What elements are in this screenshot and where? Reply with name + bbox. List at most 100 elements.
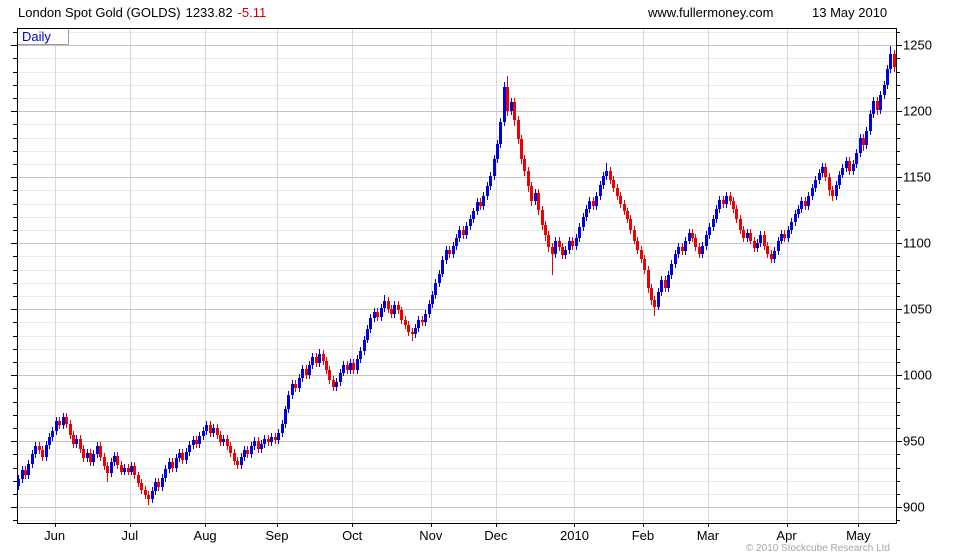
candle-body <box>780 234 783 241</box>
candle-body <box>270 437 273 442</box>
plot-border <box>17 28 897 524</box>
candle-body <box>281 424 284 433</box>
candle-body <box>75 439 78 444</box>
candle-body <box>828 177 831 190</box>
y-axis-labels: 900 950 1000 1050 1100 1150 1200 1250 <box>903 38 932 515</box>
candle-body <box>568 241 571 250</box>
candle-body <box>305 369 308 375</box>
candle-body <box>599 185 602 196</box>
candle-body <box>96 446 99 454</box>
candle-body <box>708 227 711 235</box>
candle-body <box>219 435 222 442</box>
candle-body <box>400 310 403 320</box>
candle-body <box>195 440 198 444</box>
candle-body <box>455 238 458 246</box>
candle-body <box>876 101 879 110</box>
candle-body <box>315 357 318 363</box>
candle-body <box>257 441 260 449</box>
candle-body <box>872 101 875 114</box>
candle-body <box>79 439 82 449</box>
candle-body <box>612 180 615 188</box>
candle-body <box>883 85 886 95</box>
candle-body <box>216 428 219 435</box>
candle-body <box>287 395 290 409</box>
candle-body <box>369 318 372 329</box>
candle-body <box>130 466 133 472</box>
candle-body <box>602 176 605 185</box>
candle-body <box>431 295 434 304</box>
instrument-title: London Spot Gold (GOLDS) <box>18 5 181 20</box>
candle-body <box>588 201 591 209</box>
candle-body <box>712 219 715 227</box>
x-axis-month-label: Jun <box>44 528 65 543</box>
y-axis-tick-label: 1050 <box>903 302 932 317</box>
candle-body <box>643 259 646 270</box>
candle-body <box>619 196 622 204</box>
candle-body <box>349 363 352 370</box>
candle-body <box>387 301 390 309</box>
candle-body <box>428 304 431 314</box>
candle-body <box>739 219 742 230</box>
candle-body <box>376 312 379 317</box>
candle-body <box>845 161 848 168</box>
candle-body <box>653 300 656 307</box>
candle-body <box>284 409 287 424</box>
candle-body <box>363 340 366 351</box>
candle-body <box>486 186 489 196</box>
candle-body <box>499 122 502 144</box>
candle-body <box>17 479 20 486</box>
candle-body <box>250 446 253 454</box>
candle-body <box>438 274 441 283</box>
candle-body <box>517 120 520 139</box>
candle-body <box>164 469 167 478</box>
y-axis-tick-label: 950 <box>903 434 925 449</box>
candles <box>17 46 896 505</box>
candle-body <box>41 450 44 457</box>
candle-body <box>554 241 557 254</box>
candle-body <box>260 444 263 449</box>
candle-body <box>742 230 745 238</box>
candle-body <box>677 247 680 254</box>
candle-body <box>445 250 448 260</box>
candle-body <box>770 254 773 259</box>
candle-body <box>34 446 37 454</box>
candle-body <box>263 439 266 444</box>
candle-body <box>547 235 550 247</box>
candle-body <box>537 193 540 210</box>
candle-body <box>794 214 797 222</box>
candle-body <box>151 491 154 499</box>
interval-label: Daily <box>22 29 51 44</box>
candle-body <box>110 462 113 473</box>
candle-body <box>45 445 48 457</box>
candle-body <box>893 54 896 67</box>
candle-body <box>424 314 427 322</box>
candle-body <box>414 328 417 334</box>
candle-body <box>530 186 533 201</box>
h-gridlines-major <box>17 45 896 508</box>
candle-body <box>824 167 827 177</box>
candle-body <box>113 456 116 462</box>
candle-body <box>31 454 34 464</box>
candle-body <box>233 453 236 461</box>
candle-body <box>332 380 335 387</box>
website-label: www.fullermoney.com <box>648 5 774 20</box>
candle-body <box>715 209 718 219</box>
candle-body <box>127 468 130 472</box>
candle-body <box>21 470 24 479</box>
candle-body <box>82 449 85 458</box>
candle-body <box>274 437 277 440</box>
candle-body <box>811 188 814 196</box>
y-axis-tick-label: 1250 <box>903 38 932 53</box>
candle-body <box>397 305 400 310</box>
candle-body <box>359 351 362 359</box>
candle-body <box>417 320 420 328</box>
candle-body <box>551 247 554 254</box>
candle-body <box>147 495 150 499</box>
candle-body <box>277 433 280 440</box>
candle-body <box>212 428 215 433</box>
candle-body <box>616 188 619 196</box>
candle-body <box>561 247 564 255</box>
